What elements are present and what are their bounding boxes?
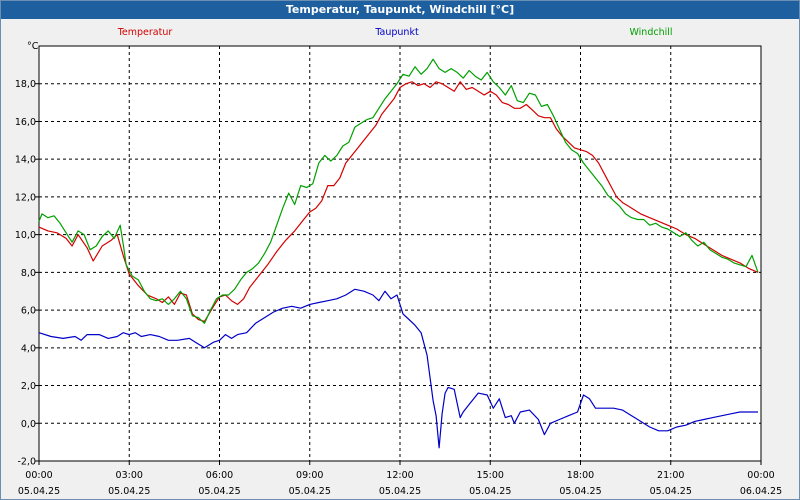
x-tick-date-label: 05.04.25 bbox=[559, 486, 601, 497]
x-tick-time-label: 21:00 bbox=[657, 470, 684, 481]
x-tick-time-label: 00:00 bbox=[25, 470, 52, 481]
x-tick-time-label: 06:00 bbox=[206, 470, 233, 481]
x-tick-time-label: 03:00 bbox=[116, 470, 143, 481]
x-tick-time-label: 18:00 bbox=[567, 470, 594, 481]
x-tick-date-label: 05.04.25 bbox=[18, 486, 60, 497]
plot-area bbox=[38, 45, 762, 462]
y-tick-label: 14,0 bbox=[15, 155, 36, 166]
y-tick-label: 18,0 bbox=[15, 79, 36, 90]
y-axis: -2,0 0,0 2,0 4,0 6,0 8,0 10,0 12,0 14,0 16,0 18,0 bbox=[15, 79, 36, 467]
y-tick-label: 16,0 bbox=[15, 117, 36, 128]
legend-taupunkt: Taupunkt bbox=[374, 27, 419, 38]
x-tick-time-label: 00:00 bbox=[747, 470, 774, 481]
x-tick-date-label: 05.04.25 bbox=[198, 486, 240, 497]
grid-lines bbox=[35, 46, 762, 465]
x-tick-date-label: 05.04.25 bbox=[379, 486, 421, 497]
y-tick-label: 8,0 bbox=[21, 268, 36, 279]
x-tick-date-label: 06.04.25 bbox=[740, 486, 782, 497]
series-line-windchill bbox=[38, 58, 759, 324]
x-tick-date-label: 05.04.25 bbox=[289, 486, 331, 497]
y-tick-label: 4,0 bbox=[21, 343, 36, 354]
chart-title: Temperatur, Taupunkt, Windchill [°C] bbox=[1, 1, 799, 19]
legend-temperatur: Temperatur bbox=[117, 27, 173, 38]
legend-windchill: Windchill bbox=[629, 27, 672, 38]
x-tick-date-label: 05.04.25 bbox=[469, 486, 511, 497]
series-line-taupunkt bbox=[38, 288, 758, 449]
y-tick-label: 0,0 bbox=[21, 419, 36, 430]
y-tick-label: 12,0 bbox=[15, 192, 36, 203]
y-tick-label: 6,0 bbox=[21, 306, 36, 317]
x-axis: 00:00 05.04.25 03:00 05.04.25 06:00 05.04.25 0… bbox=[18, 470, 782, 497]
series-lines bbox=[38, 58, 759, 449]
series-line-temperatur bbox=[38, 81, 759, 322]
x-tick-date-label: 05.04.25 bbox=[108, 486, 150, 497]
y-tick-label: 10,0 bbox=[15, 230, 36, 241]
y-tick-label: -2,0 bbox=[17, 457, 36, 468]
x-tick-time-label: 12:00 bbox=[386, 470, 413, 481]
x-tick-time-label: 09:00 bbox=[296, 470, 323, 481]
y-tick-label: 2,0 bbox=[21, 381, 36, 392]
x-tick-time-label: 15:00 bbox=[477, 470, 504, 481]
legend: Temperatur Taupunkt Windchill bbox=[117, 27, 673, 38]
y-axis-unit-label: °C bbox=[27, 41, 39, 52]
x-tick-date-label: 05.04.25 bbox=[650, 486, 692, 497]
